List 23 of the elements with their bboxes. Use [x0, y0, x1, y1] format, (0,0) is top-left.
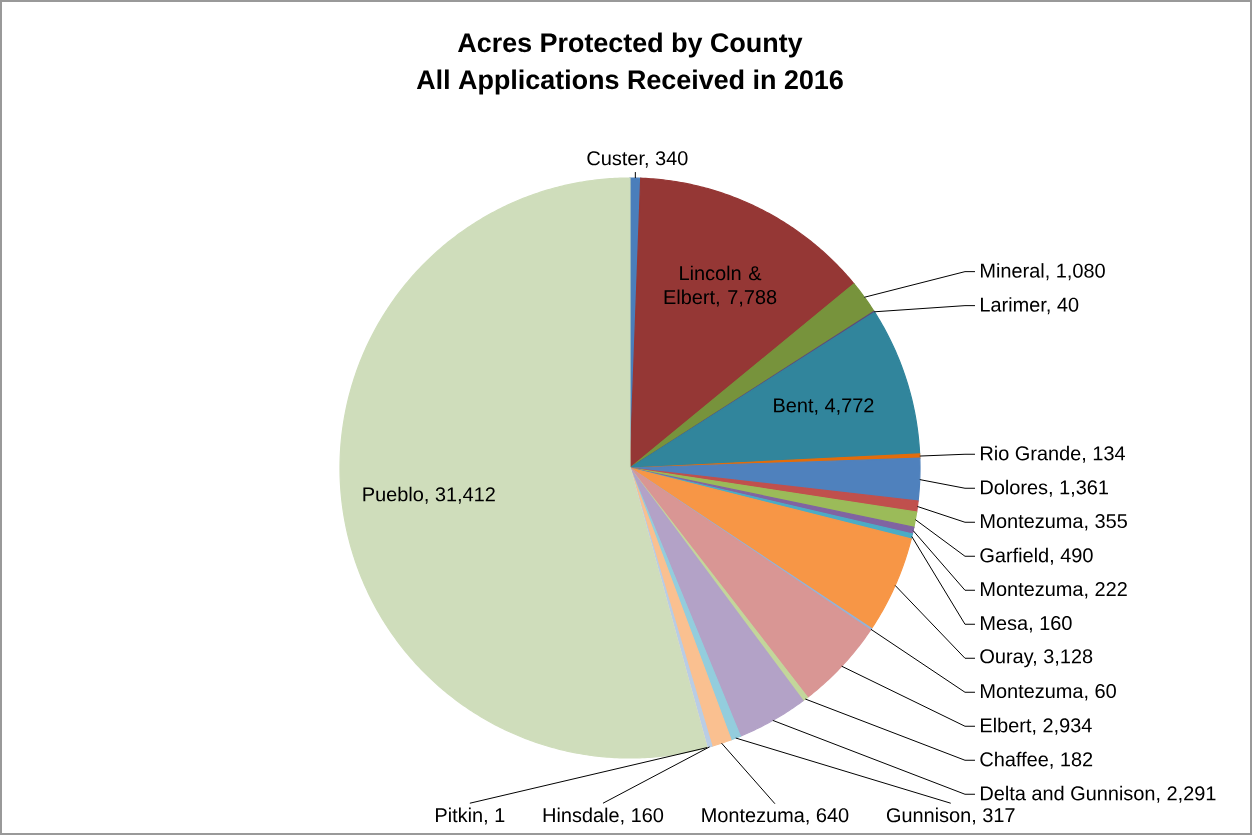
- slice-label: Garfield, 490: [980, 547, 1093, 565]
- chart-subtitle: All Applications Received in 2016: [416, 69, 843, 95]
- slice-label: Custer, 340: [587, 151, 688, 168]
- slice-label: Mesa, 160: [981, 616, 1072, 633]
- slice-label: Larimer, 40: [981, 297, 1079, 315]
- slice-label: Delta and Gunnison, 2,291: [981, 785, 1216, 803]
- slice-label: Mineral, 1,080: [981, 263, 1105, 281]
- slice-label: Ouray, 3,128: [980, 649, 1093, 668]
- slice-label: Montezuma, 355: [981, 514, 1127, 531]
- chart-title: Acres Protected by County: [458, 32, 803, 58]
- slice-label: Elbert, 2,934: [981, 717, 1092, 735]
- slice-label: Montezuma, 60: [981, 684, 1116, 701]
- slice-label: Pitkin, 1: [436, 807, 505, 825]
- slice-label: Gunnison, 317: [886, 807, 1015, 825]
- slice-label: Chaffee, 182: [980, 751, 1093, 769]
- slice-label: Bent, 4,772: [774, 398, 874, 415]
- slice-label: Montezuma, 640: [702, 808, 849, 825]
- slice-label: Pueblo, 31,412: [363, 486, 495, 504]
- slice-label: Hinsdale, 160: [543, 807, 664, 825]
- slice-label: Lincoln & Elbert, 7,788: [664, 265, 777, 307]
- slice-label: Rio Grande, 134: [981, 445, 1125, 463]
- slice-label: Dolores, 1,361: [981, 479, 1108, 497]
- slice-label: Montezuma, 222: [981, 582, 1127, 599]
